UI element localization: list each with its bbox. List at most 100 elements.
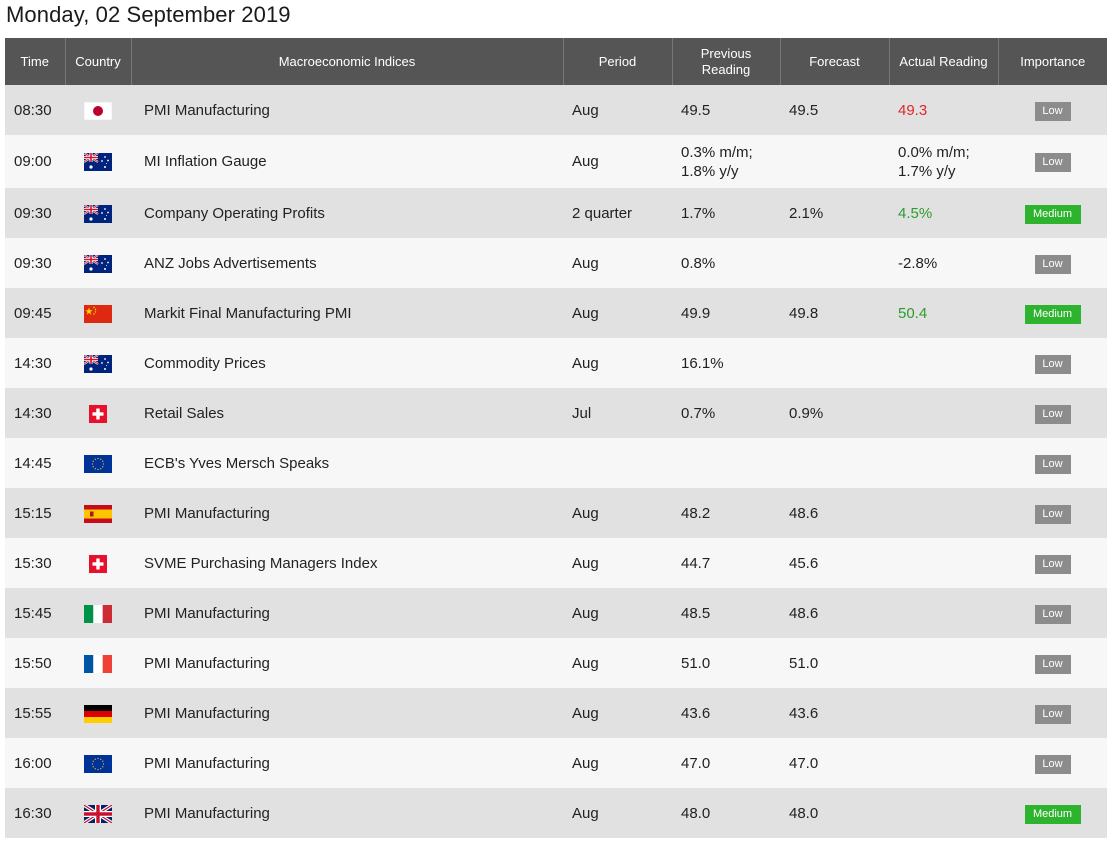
cell-country	[65, 188, 131, 238]
table-row[interactable]: 08:30 PMI Manufacturing Aug 49.5 49.5 49.3 Low	[5, 85, 1107, 135]
cell-actual: 49.3	[889, 85, 998, 135]
table-row[interactable]: 15:50 PMI Manufacturing Aug 51.0 51.0 Low	[5, 638, 1107, 688]
cell-country	[65, 338, 131, 388]
japan-flag-icon	[84, 101, 112, 120]
previous-value: 49.5	[681, 101, 711, 119]
table-row[interactable]: 15:45 PMI Manufacturing Aug 48.5 48.6 Low	[5, 588, 1107, 638]
table-row[interactable]: 15:55 PMI Manufacturing Aug 43.6 43.6 Low	[5, 688, 1107, 738]
previous-line2: 1.8% y/y	[681, 162, 739, 180]
cell-country	[65, 638, 131, 688]
calendar-table: Time Country Macroeconomic Indices Perio…	[5, 38, 1107, 838]
header-country[interactable]: Country	[64, 38, 131, 85]
previous-value: 48.2	[681, 504, 711, 522]
cell-indicator[interactable]: Markit Final Manufacturing PMI	[144, 304, 352, 322]
cell-period: Aug	[572, 554, 599, 572]
cell-indicator[interactable]: PMI Manufacturing	[144, 654, 270, 672]
cell-country	[65, 85, 131, 135]
cell-forecast: 45.6	[789, 554, 819, 572]
cell-indicator[interactable]: SVME Purchasing Managers Index	[144, 554, 378, 572]
cell-indicator[interactable]: MI Inflation Gauge	[144, 153, 267, 170]
cell-indicator[interactable]: ECB's Yves Mersch Speaks	[144, 454, 330, 472]
header-previous[interactable]: Previous Reading	[671, 38, 780, 85]
previous-value: 48.5	[681, 604, 711, 622]
cell-period: Aug	[572, 504, 599, 522]
cell-actual	[889, 388, 998, 438]
cell-importance: Low	[998, 388, 1107, 438]
cell-country	[65, 538, 131, 588]
cell-actual	[889, 488, 998, 538]
previous-value: 49.9	[681, 304, 711, 322]
table-row[interactable]: 09:45 Markit Final Manufacturing PMI Aug 49…	[5, 288, 1107, 338]
cell-importance: Low	[998, 135, 1107, 188]
cell-country	[65, 788, 131, 838]
cell-importance: Medium	[998, 288, 1107, 338]
importance-badge: Low	[1034, 454, 1071, 474]
cell-forecast: 48.0	[789, 804, 819, 822]
cell-actual: 0.0% m/m; 1.7% y/y	[889, 135, 998, 188]
cell-forecast: 48.6	[789, 604, 819, 622]
previous-value: 16.1%	[681, 354, 724, 372]
cell-period: Aug	[572, 654, 599, 672]
cell-indicator[interactable]: PMI Manufacturing	[144, 504, 270, 522]
table-row[interactable]: 14:30 Commodity Prices Aug 16.1% Low	[5, 338, 1107, 388]
cell-previous: 43.6	[672, 688, 780, 738]
actual-value: 4.5%	[898, 204, 933, 222]
table-row[interactable]: 14:45 ECB's Yves Mersch Speaks Low	[5, 438, 1107, 488]
cell-indicator[interactable]: Company Operating Profits	[144, 204, 325, 222]
cell-indicator[interactable]: Retail Sales	[144, 404, 225, 422]
cell-forecast: 49.8	[789, 304, 819, 322]
cell-indicator[interactable]: PMI Manufacturing	[144, 604, 270, 622]
table-row[interactable]: 09:30 ANZ Jobs Advertisements Aug 0.8% -2.8%…	[5, 238, 1107, 288]
table-row[interactable]: 16:00 PMI Manufacturing Aug 47.0 47.0 Low	[5, 738, 1107, 788]
previous-value: 44.7	[681, 554, 711, 572]
table-row[interactable]: 14:30 Retail Sales Jul 0.7% 0.9% Low	[5, 388, 1107, 438]
cell-indicator[interactable]: PMI Manufacturing	[144, 804, 270, 822]
cell-actual	[889, 738, 998, 788]
cell-time: 09:30	[14, 204, 52, 222]
cell-forecast	[780, 238, 889, 288]
cell-forecast	[780, 338, 889, 388]
header-period[interactable]: Period	[562, 38, 672, 85]
header-importance[interactable]: Importance	[997, 38, 1107, 85]
cell-indicator[interactable]: Commodity Prices	[144, 354, 266, 372]
switzerland-flag-icon	[84, 404, 112, 423]
header-time[interactable]: Time	[5, 38, 65, 85]
importance-badge: Low	[1034, 404, 1071, 424]
cell-period: Aug	[572, 101, 599, 119]
cell-indicator[interactable]: PMI Manufacturing	[144, 754, 270, 772]
cell-previous	[672, 438, 780, 488]
cell-time: 14:45	[14, 454, 52, 472]
cell-previous: 44.7	[672, 538, 780, 588]
table-row[interactable]: 15:15 PMI Manufacturing Aug 48.2 48.6 Low	[5, 488, 1107, 538]
header-actual[interactable]: Actual Reading	[888, 38, 998, 85]
cell-forecast: 47.0	[789, 754, 819, 772]
importance-badge: Low	[1034, 554, 1071, 574]
cell-period: Aug	[572, 604, 599, 622]
importance-badge: Low	[1034, 354, 1071, 374]
table-row[interactable]: 09:00 MI Inflation Gauge Aug 0.3% m/m; 1.8% …	[5, 135, 1107, 188]
cell-previous: 48.0	[672, 788, 780, 838]
cell-country	[65, 438, 131, 488]
header-previous-line2: Reading	[701, 61, 751, 77]
cell-importance: Medium	[998, 788, 1107, 838]
cell-indicator[interactable]: PMI Manufacturing	[144, 101, 270, 119]
cell-time: 08:30	[14, 101, 52, 119]
cell-time: 14:30	[14, 354, 52, 372]
cell-time: 15:45	[14, 604, 52, 622]
italy-flag-icon	[84, 604, 112, 623]
header-forecast[interactable]: Forecast	[779, 38, 889, 85]
cell-period: Aug	[572, 704, 599, 722]
table-row[interactable]: 15:30 SVME Purchasing Managers Index Aug 44…	[5, 538, 1107, 588]
cell-period: Jul	[572, 404, 592, 422]
header-indices[interactable]: Macroeconomic Indices	[130, 38, 563, 85]
cell-forecast	[780, 135, 889, 188]
cell-indicator[interactable]: PMI Manufacturing	[144, 704, 270, 722]
cell-indicator[interactable]: ANZ Jobs Advertisements	[144, 254, 317, 272]
france-flag-icon	[84, 654, 112, 673]
cell-country	[65, 588, 131, 638]
cell-period: Aug	[572, 354, 599, 372]
table-row[interactable]: 09:30 Company Operating Profits 2 quarter 1…	[5, 188, 1107, 238]
cell-period: Aug	[572, 754, 599, 772]
table-row[interactable]: 16:30 PMI Manufacturing Aug 48.0 48.0 Medium	[5, 788, 1107, 838]
cell-time: 09:45	[14, 304, 52, 322]
